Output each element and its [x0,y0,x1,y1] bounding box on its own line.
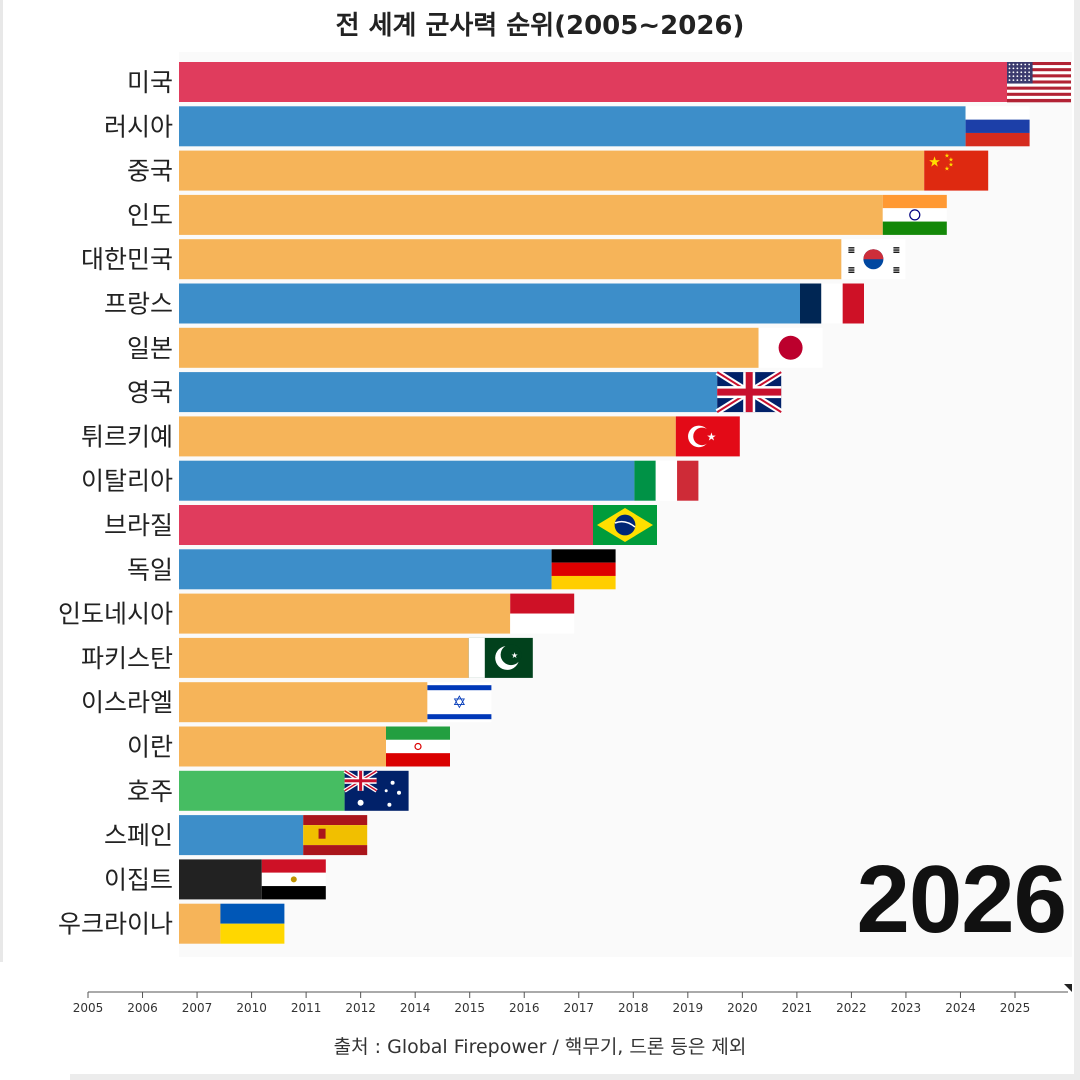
bar [179,637,469,678]
x-tick-label: 2016 [509,1001,540,1015]
country-flag-icon [965,106,1030,147]
category-label: 프랑스 [104,290,173,319]
category-label: 중국 [127,157,173,186]
bar [179,106,966,147]
category-label: 이집트 [104,865,173,894]
x-tick-label: 2005 [73,1001,104,1015]
bar [179,372,718,413]
x-tick-label: 2017 [563,1001,594,1015]
bar [179,62,1007,102]
category-label: 영국 [127,378,173,407]
svg-text:★: ★ [707,430,717,443]
x-tick-label: 2020 [727,1001,758,1015]
x-tick-label: 2006 [127,1001,158,1015]
country-flag-icon [551,549,616,590]
bar [179,239,842,280]
bar [179,593,511,634]
x-tick-label: 2018 [618,1001,649,1015]
country-flag-icon [1007,62,1071,103]
frame-left-border [0,0,3,962]
bar [179,903,221,944]
bar [179,815,304,856]
svg-text:★: ★ [948,157,953,164]
bar [179,505,593,545]
country-flag-icon [758,327,823,368]
category-label: 브라질 [104,511,173,540]
bar [179,770,345,811]
bar [179,283,800,324]
category-label: 독일 [127,555,173,584]
category-label: 인도네시아 [58,600,173,629]
category-label: 파키스탄 [81,644,173,673]
x-tick-label: 2011 [291,1001,322,1015]
category-label: 인도 [127,201,173,230]
country-flag-icon [882,194,947,235]
current-year-label: 2026 [856,846,1067,953]
x-tick-label: 2025 [1000,1001,1031,1015]
svg-text:★: ★ [928,155,941,171]
x-tick-label: 2022 [836,1001,867,1015]
svg-text:★: ★ [944,166,949,173]
bar [179,416,676,457]
country-flag-icon [715,369,783,415]
source-caption: 출처 : Global Firepower / 핵무기, 드론 등은 제외 [333,1036,747,1058]
country-flag-icon [800,283,864,324]
x-tick-label: 2024 [945,1001,976,1015]
country-flag-icon: ★ ★★★★ [924,150,989,191]
category-label: 이란 [127,733,173,762]
chart-title: 전 세계 군사력 순위(2005~2026) [335,11,745,41]
x-tick-label: 2012 [345,1001,376,1015]
country-flag-icon [343,769,409,811]
svg-text:✡: ✡ [452,693,466,713]
category-label: 이탈리아 [81,467,173,496]
x-tick-label: 2007 [182,1001,213,1015]
bar [179,859,262,900]
country-flag-icon [303,815,368,856]
category-label: 스페인 [104,821,173,850]
bar [179,726,386,767]
category-label: 이스라엘 [81,688,173,717]
bar [179,150,925,191]
bar [179,194,883,235]
country-flag-icon [593,505,657,545]
category-label: 일본 [127,334,173,363]
x-tick-label: 2021 [782,1001,813,1015]
svg-text:★: ★ [511,651,518,660]
category-label: 튀르키예 [81,422,173,451]
country-flag-icon: ★ [675,416,740,457]
frame-bottom-border [70,1074,1080,1080]
category-label: 호주 [127,777,173,806]
x-tick-label: 2023 [891,1001,922,1015]
country-flag-icon [510,593,575,634]
country-flag-icon [220,903,285,944]
bar [179,682,428,723]
x-tick-label: 2014 [400,1001,431,1015]
country-flag-icon [386,726,450,767]
country-flag-icon [634,460,699,501]
country-flag-icon: ★ [468,637,533,678]
bar [179,327,759,368]
country-flag-icon [261,859,326,900]
category-label: 대한민국 [81,245,173,274]
country-flag-icon: ✡ [427,682,492,723]
x-tick-label: 2019 [673,1001,704,1015]
category-label: 우크라이나 [58,910,173,939]
frame-right-border [1074,0,1080,1080]
bar [179,549,552,590]
country-flag-icon [841,239,906,280]
category-label: 러시아 [104,112,173,141]
svg-text:★: ★ [948,162,953,169]
svg-text:★: ★ [944,153,949,160]
x-tick-label: 2015 [454,1001,485,1015]
bar [179,460,635,501]
x-tick-label: 2010 [236,1001,267,1015]
category-label: 미국 [127,68,173,97]
axis-end-marker [1064,984,1072,992]
